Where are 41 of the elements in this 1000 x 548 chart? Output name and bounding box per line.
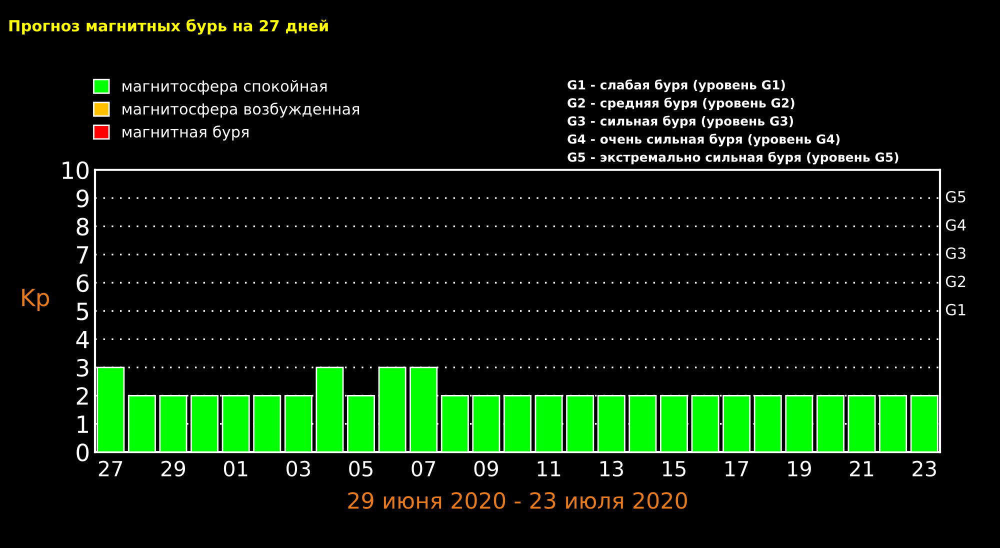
x-tick-label: 29	[162, 460, 186, 477]
y-tick-label: 6	[76, 274, 89, 292]
y-axis-title: Kp	[22, 288, 50, 311]
x-axis-title: 29 июня 2020 - 23 июля 2020	[348, 492, 687, 509]
y-tick-label: 7	[77, 246, 88, 264]
y-tick-label: 1	[78, 416, 88, 433]
x-tick-label: 01	[224, 460, 248, 477]
x-tick-label: 03	[286, 460, 310, 477]
legend-label: магнитосфера спокойная	[122, 80, 327, 95]
text: G1	[946, 304, 966, 316]
text: G3	[946, 247, 966, 259]
y-tick-label: 3	[76, 358, 88, 377]
y-tick-label: 10	[62, 161, 89, 180]
x-tick-label: 05	[349, 460, 372, 477]
y-tick-label: 8	[76, 218, 89, 236]
text: G1 - слабая буря (уровень G1)	[568, 79, 785, 92]
y-tick-label: 2	[76, 387, 88, 405]
x-tick-label: 21	[850, 460, 874, 476]
legend-label: магнитосфера возбужденная	[122, 102, 359, 118]
legend-label: магнитная буря	[122, 125, 248, 141]
y-tick-label: 5	[76, 302, 88, 320]
x-tick-label: 11	[538, 461, 560, 476]
x-tick-label: 19	[788, 460, 811, 477]
x-tick-label: 15	[663, 461, 686, 477]
x-tick-label: 27	[98, 460, 122, 476]
x-tick-label: 09	[474, 460, 498, 477]
y-tick-label: 0	[76, 444, 89, 462]
text: G5	[946, 190, 966, 203]
y-tick-label: 4	[76, 330, 89, 348]
text: G2 - средняя буря (уровень G2)	[568, 98, 794, 110]
text: G4 - очень сильная буря (уровень G4)	[568, 134, 840, 146]
x-tick-label: 13	[600, 460, 623, 477]
text: G5 - экстремально сильная буря (уровень G5)	[568, 152, 898, 164]
x-tick-label: 23	[912, 460, 936, 477]
text: G2	[946, 276, 966, 288]
text: G4	[946, 219, 966, 231]
x-tick-label: 07	[412, 460, 436, 477]
y-tick-label: 9	[76, 190, 88, 208]
chart-title: Прогноз магнитных бурь на 27 дней	[9, 19, 328, 35]
x-tick-label: 17	[726, 461, 748, 476]
text: G3 - сильная буря (уровень G3)	[568, 116, 793, 128]
